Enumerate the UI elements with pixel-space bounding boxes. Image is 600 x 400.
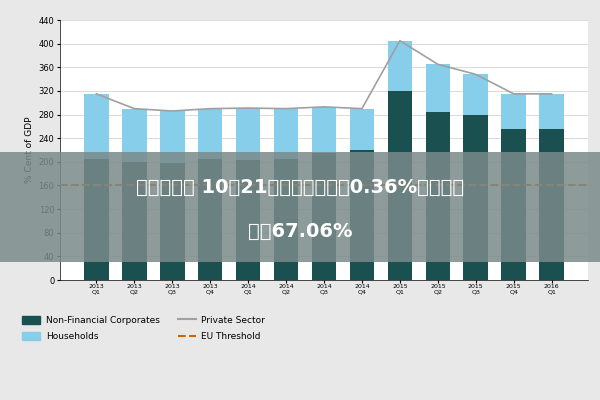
Bar bbox=[425, 112, 450, 280]
Y-axis label: % Cent of GDP: % Cent of GDP bbox=[25, 117, 34, 183]
Bar bbox=[502, 129, 526, 280]
Text: 价甧67.06%: 价甧67.06% bbox=[248, 222, 352, 241]
Bar bbox=[84, 94, 109, 159]
Bar bbox=[198, 159, 223, 280]
Text: 金股配资网 10月21日奥佳转債上涨0.36%，转股溢: 金股配资网 10月21日奥佳转債上涨0.36%，转股溢 bbox=[136, 178, 464, 197]
Bar bbox=[311, 107, 337, 153]
Bar bbox=[274, 109, 298, 159]
Bar bbox=[539, 129, 564, 280]
Bar bbox=[160, 111, 185, 163]
Bar bbox=[350, 109, 374, 150]
Bar bbox=[502, 94, 526, 129]
Bar bbox=[388, 91, 412, 280]
Bar bbox=[122, 109, 146, 162]
Bar bbox=[539, 94, 564, 129]
Bar bbox=[236, 108, 260, 160]
Legend: Non-Financial Corporates, Households, Private Sector, EU Threshold: Non-Financial Corporates, Households, Pr… bbox=[22, 316, 265, 341]
Bar bbox=[388, 41, 412, 91]
Bar bbox=[84, 159, 109, 280]
Bar bbox=[236, 160, 260, 280]
Bar bbox=[463, 114, 488, 280]
Bar bbox=[160, 163, 185, 280]
Bar bbox=[274, 159, 298, 280]
Bar bbox=[350, 150, 374, 280]
Bar bbox=[463, 74, 488, 114]
Bar bbox=[122, 162, 146, 280]
Bar bbox=[198, 109, 223, 159]
Bar bbox=[311, 153, 337, 280]
Bar bbox=[425, 64, 450, 112]
